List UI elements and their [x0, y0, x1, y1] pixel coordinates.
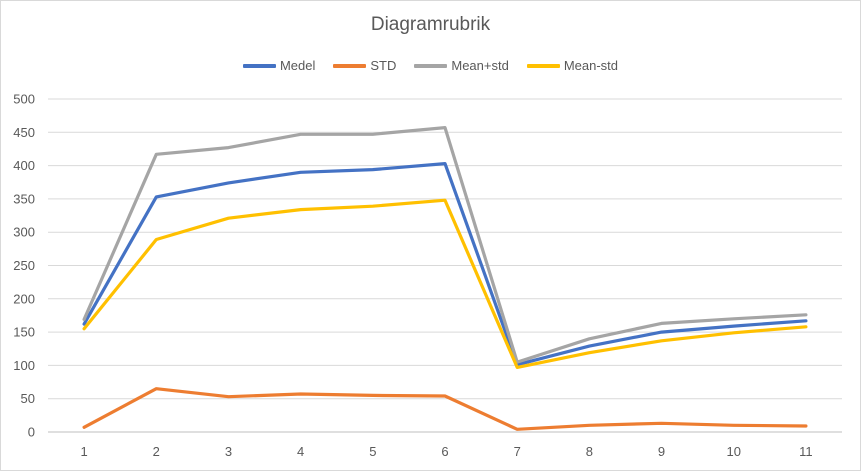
x-tick-label: 5 [369, 444, 376, 459]
x-tick-label: 3 [225, 444, 232, 459]
x-tick-label: 9 [658, 444, 665, 459]
series-medel [82, 162, 808, 367]
x-tick-label: 10 [726, 444, 740, 459]
gridlines [48, 98, 842, 433]
legend-swatch [526, 63, 560, 68]
y-tick-label: 0 [28, 425, 35, 440]
x-tick-label: 2 [153, 444, 160, 459]
legend-item-std: STD [333, 58, 396, 73]
series-line-mean-std [82, 125, 808, 364]
x-axis-ticks: 1 2 3 4 5 6 7 8 9 10 11 [80, 444, 812, 459]
series-mean-std [82, 198, 808, 369]
legend-item-mean-std: Mean-std [526, 58, 619, 73]
y-tick-label: 150 [13, 325, 35, 340]
x-tick-label: 1 [80, 444, 87, 459]
y-tick-label: 500 [13, 92, 35, 107]
x-tick-label: 8 [586, 444, 593, 459]
legend-label: Mean-std [563, 58, 619, 73]
y-tick-label: 250 [13, 258, 35, 273]
y-axis-ticks: 0 50 100 150 200 250 300 350 400 450 500 [13, 92, 35, 440]
y-tick-label: 300 [13, 225, 35, 240]
x-tick-label: 7 [514, 444, 521, 459]
y-tick-label: 400 [13, 158, 35, 173]
y-tick-label: 50 [21, 391, 35, 406]
legend-item-medel: Medel [242, 58, 316, 73]
legend-swatch [414, 63, 448, 68]
chart-title: Diagramrubrik [370, 14, 491, 35]
legend-label: Medel [279, 58, 316, 73]
legend-item-mean-std: Mean+std [414, 58, 509, 73]
y-tick-label: 350 [13, 191, 35, 206]
legend-swatch [333, 63, 367, 68]
legend-label: Mean+std [451, 58, 509, 73]
series-lines [82, 125, 808, 431]
series-std [82, 387, 808, 431]
series-line-std [82, 387, 808, 431]
x-tick-label: 4 [297, 444, 304, 459]
series-line-mean-std [82, 198, 808, 369]
y-tick-label: 100 [13, 358, 35, 373]
series-line-medel [82, 162, 808, 367]
x-tick-label: 11 [799, 444, 813, 459]
legend-label: STD [370, 58, 397, 73]
legend: Medel STD Mean+std Mean-std [0, 58, 861, 73]
series-mean-std [82, 125, 808, 364]
y-tick-label: 450 [13, 125, 35, 140]
y-tick-label: 200 [13, 291, 35, 306]
x-tick-label: 6 [441, 444, 448, 459]
legend-swatch [242, 63, 276, 68]
